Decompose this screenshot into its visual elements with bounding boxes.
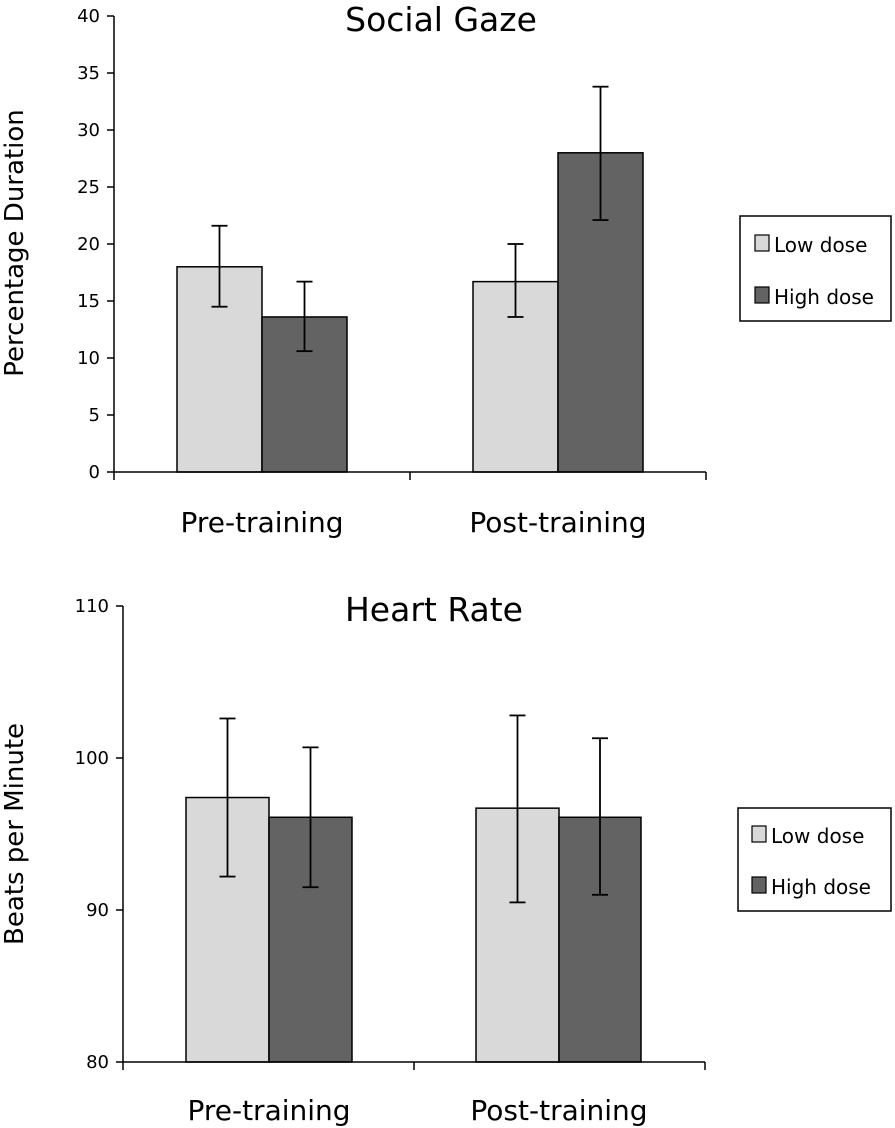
plot-area: 80 90 100 110 — [75, 596, 706, 1073]
legend-box — [737, 807, 892, 912]
y-tick-label: 35 — [77, 63, 100, 84]
y-tick-label: 90 — [86, 900, 109, 921]
y-axis-label: Beats per Minute — [0, 723, 30, 945]
legend-label-high-dose: High dose — [771, 875, 871, 899]
legend: Low dose High dose — [739, 215, 892, 322]
y-tick-label: 110 — [75, 596, 109, 617]
category-label-post-training: Post-training — [470, 1094, 647, 1127]
legend-swatch-high-dose — [751, 876, 767, 894]
legend-label-low-dose: Low dose — [771, 824, 864, 848]
y-tick-label: 5 — [89, 405, 100, 426]
y-tick-label: 100 — [75, 748, 109, 769]
legend-box — [739, 215, 892, 322]
y-tick-label: 25 — [77, 177, 100, 198]
y-tick-label: 10 — [77, 348, 100, 369]
category-label-post-training: Post-training — [469, 506, 646, 539]
legend-swatch-low-dose — [751, 825, 767, 843]
legend-swatch-high-dose — [754, 286, 770, 304]
y-tick-label: 15 — [77, 291, 100, 312]
legend-label-low-dose: Low dose — [774, 233, 867, 257]
legend-swatch-low-dose — [754, 234, 770, 252]
chart-social-gaze: Social Gaze Percentage Duration 0 5 10 15 20… — [0, 0, 892, 539]
y-tick-label: 30 — [77, 120, 100, 141]
category-label-pre-training: Pre-training — [180, 506, 343, 539]
legend: Low dose High dose — [737, 807, 892, 912]
legend-label-high-dose: High dose — [774, 285, 874, 309]
y-tick-label: 80 — [86, 1052, 109, 1073]
y-tick-label: 0 — [89, 462, 100, 483]
y-axis-label: Percentage Duration — [0, 109, 30, 376]
y-tick-label: 40 — [77, 6, 100, 27]
chart-title: Social Gaze — [345, 0, 537, 39]
plot-area: 0 5 10 15 20 25 30 35 40 — [77, 6, 707, 483]
category-label-pre-training: Pre-training — [187, 1094, 350, 1127]
y-tick-label: 20 — [77, 234, 100, 255]
chart-title: Heart Rate — [345, 590, 523, 629]
chart-heart-rate: Heart Rate Beats per Minute 80 90 100 110 P… — [0, 590, 892, 1127]
